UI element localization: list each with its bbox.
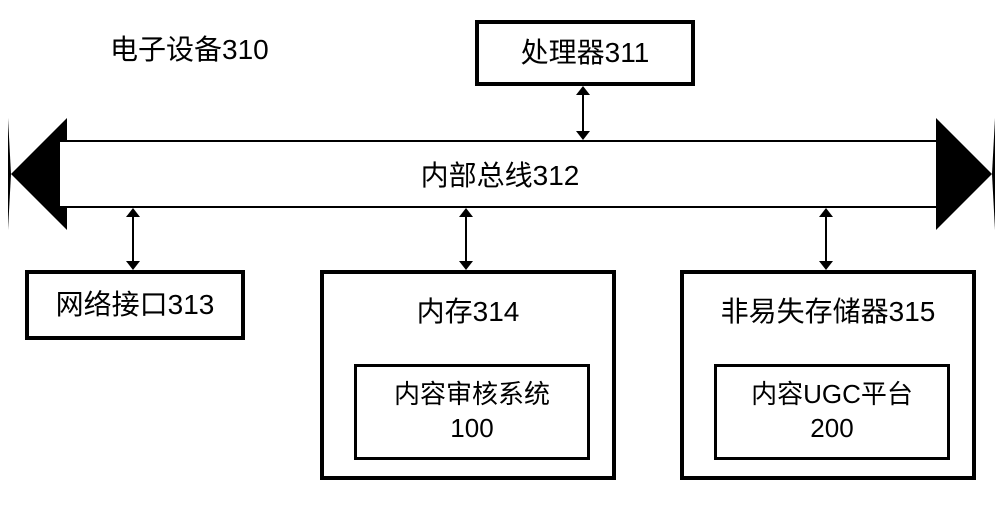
- connector-nvm-bus: [819, 208, 833, 270]
- connector-memory-bus: [459, 208, 473, 270]
- memory-label: 内存314: [324, 294, 612, 330]
- connector-netif-bus: [126, 208, 140, 270]
- content-review-system-line2: 100: [450, 412, 493, 446]
- device-title: 电子设备310: [110, 28, 269, 68]
- bus-body: 内部总线312: [60, 140, 940, 208]
- nvm-node: 非易失存储器315 内容UGC平台 200: [680, 270, 976, 480]
- bus-arrow-right-head: [936, 118, 995, 230]
- ugc-platform-line2: 200: [810, 412, 853, 446]
- bus-arrow-left-head: [8, 118, 67, 230]
- bus-label: 内部总线312: [421, 154, 580, 194]
- connector-processor-bus: [576, 86, 590, 140]
- nvm-label: 非易失存储器315: [684, 294, 972, 330]
- network-interface-label: 网络接口313: [56, 287, 215, 323]
- memory-node: 内存314 内容审核系统 100: [320, 270, 616, 480]
- content-review-system-line1: 内容审核系统: [394, 378, 550, 412]
- network-interface-node: 网络接口313: [25, 270, 245, 340]
- ugc-platform-box: 内容UGC平台 200: [714, 364, 950, 460]
- diagram-canvas: 电子设备310 内部总线312 处理器311 网络接口313 内存314 内容审…: [0, 0, 1000, 510]
- processor-label: 处理器311: [521, 35, 650, 71]
- ugc-platform-line1: 内容UGC平台: [751, 378, 913, 412]
- processor-node: 处理器311: [475, 20, 695, 86]
- content-review-system-box: 内容审核系统 100: [354, 364, 590, 460]
